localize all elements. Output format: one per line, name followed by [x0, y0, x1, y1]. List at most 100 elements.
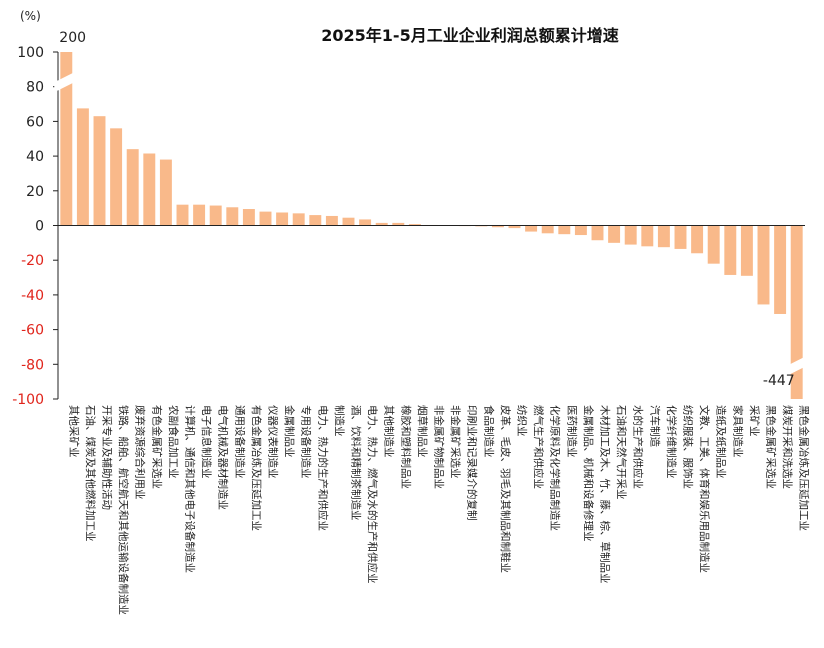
bars: [54, 52, 809, 399]
bar: [342, 217, 355, 226]
bar: [159, 159, 172, 226]
bar: [558, 225, 571, 235]
x-tick-label: 纺织业: [516, 405, 529, 437]
bar: [525, 225, 538, 232]
x-tick-label: 非金属矿物制品业: [433, 405, 446, 489]
bar: [392, 222, 405, 226]
x-axis: 其他采矿业 石油、煤炭及其他燃料加工业 开采专业及辅助性活动 铁路、船舶、航空航天和其…: [58, 225, 811, 615]
bar: [259, 211, 272, 226]
x-tick-label: 电子信息制造业: [200, 405, 213, 479]
x-tick-label: 计算机、通信和其他电子设备制造业: [184, 405, 197, 573]
x-tick-label: 农副食品加工业: [167, 405, 180, 479]
x-tick-label: 仪器仪表制造业: [267, 405, 280, 479]
y-tick-label: -100: [12, 392, 44, 408]
y-tick-label: 0: [35, 219, 44, 235]
bar: [209, 205, 222, 226]
bar: [375, 222, 388, 226]
x-tick-label: 家具制造业: [731, 405, 744, 458]
y-tick-label: 60: [26, 114, 44, 130]
bar: [790, 225, 803, 399]
bar: [591, 225, 604, 241]
bar: [93, 116, 106, 226]
x-tick-label: 医药制造业: [565, 405, 578, 458]
x-tick-label: 石油和天然气开采业: [615, 405, 628, 500]
x-tick-label: 采矿业: [748, 405, 761, 437]
bar: [359, 219, 372, 226]
bar: [60, 52, 73, 226]
x-tick-label: 化学原料及化学制品制造业: [549, 405, 562, 531]
x-tick-label: 造纸及纸制品业: [715, 405, 728, 479]
x-tick-label: 木材加工及木、竹、藤、棕、草制品业: [599, 405, 612, 584]
bar: [110, 128, 123, 226]
x-tick-label: 纺织服装、服饰业: [682, 405, 695, 489]
bar: [76, 108, 89, 226]
x-tick-label: 汽车制造: [648, 405, 661, 447]
bar: [242, 209, 255, 226]
bar: [774, 225, 787, 314]
x-tick-label: 通用设备制造业: [233, 405, 246, 479]
bar: [608, 225, 621, 243]
x-tick-label: 铁路、船舶、航空航天和其他运输设备制造业: [117, 405, 130, 615]
x-tick-label: 其他制造业: [383, 405, 396, 458]
bar: [276, 212, 289, 226]
x-tick-label: 文教、工美、体育和娱乐用品制造业: [698, 405, 711, 573]
bar: [143, 153, 156, 226]
x-tick-label: 黑色金属冶炼及压延加工业: [798, 405, 811, 531]
y-tick-label: 80: [26, 80, 44, 96]
bar: [126, 149, 139, 226]
chart-title: 2025年1-5月工业企业利润总额累计增速: [321, 26, 618, 45]
x-tick-label: 烟草制品业: [416, 405, 429, 458]
bar: [691, 225, 704, 254]
bar: [674, 225, 687, 249]
bar: [491, 225, 504, 228]
x-tick-label: 开采专业及辅助性活动: [101, 405, 114, 510]
x-tick-label: 有色金属矿采选业: [150, 405, 163, 489]
data-labels: 200 -447: [59, 30, 794, 389]
bar: [408, 224, 421, 226]
x-tick-label: 橡胶和塑料制品业: [399, 405, 412, 489]
bar: [624, 225, 637, 245]
y-tick-label: -80: [21, 357, 44, 373]
x-tick-label: 电力、热力的生产和供应业: [316, 405, 329, 531]
x-tick-label: 废弃资源综合利用业: [134, 405, 147, 500]
y-tick-label: 40: [26, 149, 44, 165]
bar: [657, 225, 670, 248]
x-tick-label: 酒、饮料和精制茶制造业: [350, 405, 363, 521]
x-tick-label: 非金属矿采选业: [449, 405, 462, 479]
x-tick-label: 水的生产和供应业: [632, 405, 645, 489]
axis-break-mark: [784, 354, 809, 377]
y-tick-label: 20: [26, 184, 44, 200]
data-label: 200: [59, 30, 86, 46]
x-tick-label: 电力、热力、燃气及水的生产和供应业: [366, 405, 379, 584]
bar: [508, 225, 521, 229]
x-tick-label: 其他采矿业: [67, 405, 80, 458]
x-tick-label: 燃气生产和供应业: [532, 405, 545, 489]
y-tick-label: -20: [21, 253, 44, 269]
x-tick-label: 专用设备制造业: [300, 405, 313, 479]
bar: [226, 207, 239, 226]
bar: [193, 204, 206, 226]
x-tick-label: 煤炭开采和洗选业: [781, 405, 794, 489]
bar: [724, 225, 737, 275]
y-tick-label: 100: [17, 45, 44, 61]
bar: [176, 204, 189, 226]
x-tick-label: 皮革、毛皮、羽毛及其制品和制鞋业: [499, 405, 512, 573]
x-tick-label: 石油、煤炭及其他燃料加工业: [84, 405, 97, 542]
x-tick-label: 黑色金属矿采选业: [765, 405, 778, 489]
bar: [757, 225, 770, 305]
x-tick-label: 金属制品、机械和设备修理业: [582, 405, 595, 542]
bar: [574, 225, 587, 236]
y-tick-label: -40: [21, 288, 44, 304]
bar: [325, 215, 338, 226]
bar: [292, 213, 305, 226]
y-tick-label: -60: [21, 323, 44, 339]
y-axis: 100 80 60 40 20 0 -20 -40 -60 -80 -100: [12, 45, 59, 408]
bar: [641, 225, 654, 247]
x-tick-label: 制造业: [333, 405, 346, 437]
bar: [541, 225, 554, 234]
x-tick-label: 电气机械及器材制造业: [217, 405, 230, 510]
bar: [740, 225, 753, 276]
data-label: -447: [763, 373, 795, 389]
x-tick-label: 食品制造业: [482, 405, 495, 458]
